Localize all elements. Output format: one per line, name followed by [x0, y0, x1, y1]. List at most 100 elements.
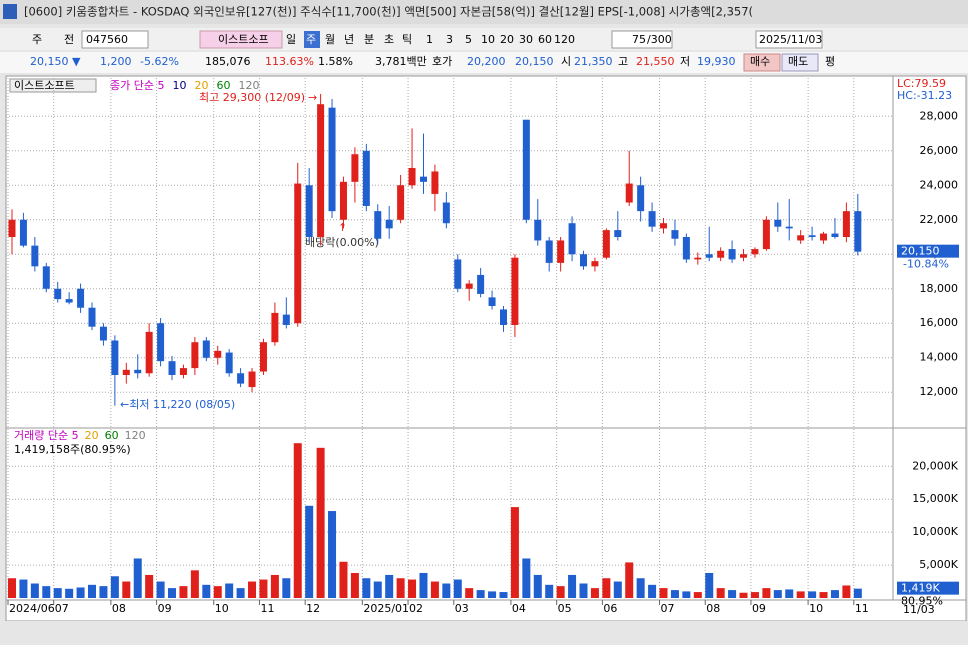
volume-bar — [270, 574, 279, 598]
volume-bar — [510, 507, 519, 598]
volume-bar — [705, 572, 714, 598]
volume-bar — [659, 588, 668, 598]
volume-bar — [533, 574, 542, 598]
candle-body — [42, 266, 50, 289]
last-price: 20,150 — [901, 245, 940, 258]
volume: 185,076 — [205, 55, 251, 68]
candle-body — [728, 249, 736, 260]
quote-bar — [0, 52, 968, 73]
y-tick-label: 14,000 — [920, 351, 959, 364]
volume-bar — [42, 586, 51, 598]
candle-body — [717, 250, 725, 258]
candle-body — [431, 171, 439, 194]
candle-body — [648, 211, 656, 227]
tb[interactable]: 2025/11/03 — [759, 33, 822, 46]
volume-bar — [716, 588, 725, 598]
scroll-bar[interactable] — [0, 621, 968, 645]
volume-bar — [430, 581, 439, 598]
volume-bar — [590, 588, 599, 598]
volume-bar — [842, 585, 851, 598]
volume-bar — [602, 578, 611, 598]
tb[interactable]: 20 — [500, 33, 514, 46]
low-annotation: ←최저 11,220 (08/05) — [120, 398, 235, 411]
tb[interactable]: 60 — [538, 33, 552, 46]
candle-body — [602, 230, 610, 258]
tb[interactable]: 초 — [384, 33, 394, 46]
buy[interactable]: 매수 — [750, 55, 770, 68]
candle-body — [202, 340, 210, 358]
tb[interactable]: 주 — [32, 33, 42, 46]
volume-bar — [122, 581, 131, 598]
tb[interactable]: 주 — [306, 33, 316, 46]
volume-bar — [373, 581, 382, 598]
chart-area — [5, 75, 967, 622]
candle-body — [237, 373, 245, 384]
tb[interactable]: 년 — [344, 33, 354, 46]
tb[interactable]: 이스트소프 — [218, 33, 269, 46]
tb[interactable]: 3 — [446, 33, 453, 46]
buy-button[interactable] — [743, 53, 781, 72]
tb[interactable]: 047560 — [86, 33, 128, 46]
y-tick-label: 20,000K — [912, 459, 958, 472]
count-box[interactable] — [611, 30, 673, 49]
candle-body — [808, 235, 816, 238]
tb[interactable]: /300 — [647, 33, 672, 46]
candle-body — [317, 104, 325, 238]
volume-bar — [168, 588, 177, 598]
tb[interactable]: 틱 — [402, 33, 412, 46]
candle-body — [557, 240, 565, 263]
candle-body — [751, 249, 759, 255]
candle-body — [694, 257, 702, 260]
candle-body — [8, 219, 16, 238]
tb[interactable]: 전 — [64, 33, 74, 46]
tb[interactable]: 75 — [632, 33, 646, 46]
tb[interactable]: 1 — [426, 33, 433, 46]
tb[interactable]: 30 — [519, 33, 533, 46]
legend-entry: 120 — [125, 429, 146, 442]
code-input[interactable] — [81, 30, 149, 49]
tb[interactable]: 5 — [465, 33, 472, 46]
volume-bar — [476, 590, 485, 598]
title-bar — [0, 0, 968, 24]
x-tick-label: 10 — [809, 602, 823, 615]
volume-bar — [282, 578, 291, 598]
volume-bar — [682, 591, 691, 598]
volume-bar — [259, 579, 268, 598]
avg[interactable]: 평 — [825, 55, 835, 68]
volume-bar — [156, 581, 165, 598]
tb[interactable]: 10 — [481, 33, 495, 46]
volume-bar — [773, 590, 782, 598]
tb[interactable]: 분 — [364, 33, 374, 46]
period-selected[interactable] — [304, 31, 320, 48]
candle-body — [214, 350, 222, 358]
volume-bar — [110, 576, 119, 598]
volume-bar — [830, 590, 839, 598]
candle-body — [568, 223, 576, 255]
candle-body — [419, 176, 427, 182]
candle-body — [294, 183, 302, 324]
volume-bar — [179, 586, 188, 598]
sell-button[interactable] — [781, 53, 819, 72]
name-box[interactable] — [199, 30, 283, 49]
label: 저 — [680, 55, 690, 68]
candle-body — [545, 240, 553, 263]
volume-bar — [408, 579, 417, 598]
lc: LC:79.59 — [897, 77, 946, 90]
x-tick-label: 10 — [215, 602, 229, 615]
sell[interactable]: 매도 — [788, 55, 808, 68]
tb[interactable]: 120 — [554, 33, 575, 46]
date-box[interactable] — [755, 30, 823, 49]
x-tick-label: 06 — [603, 602, 617, 615]
volume-bar — [350, 572, 359, 598]
candle-body — [88, 307, 96, 327]
label: 호가 — [432, 55, 452, 68]
volume-bar — [796, 591, 805, 598]
last-volume-pct: 80.95% — [901, 595, 943, 608]
candle-body — [134, 369, 142, 374]
tb[interactable]: 일 — [286, 32, 296, 46]
tb[interactable]: 월 — [325, 33, 335, 46]
volume-ratio: 113.63% — [265, 55, 314, 68]
candle-body — [168, 361, 176, 375]
volume-bar — [853, 588, 862, 598]
x-tick-label: 11 — [855, 602, 869, 615]
